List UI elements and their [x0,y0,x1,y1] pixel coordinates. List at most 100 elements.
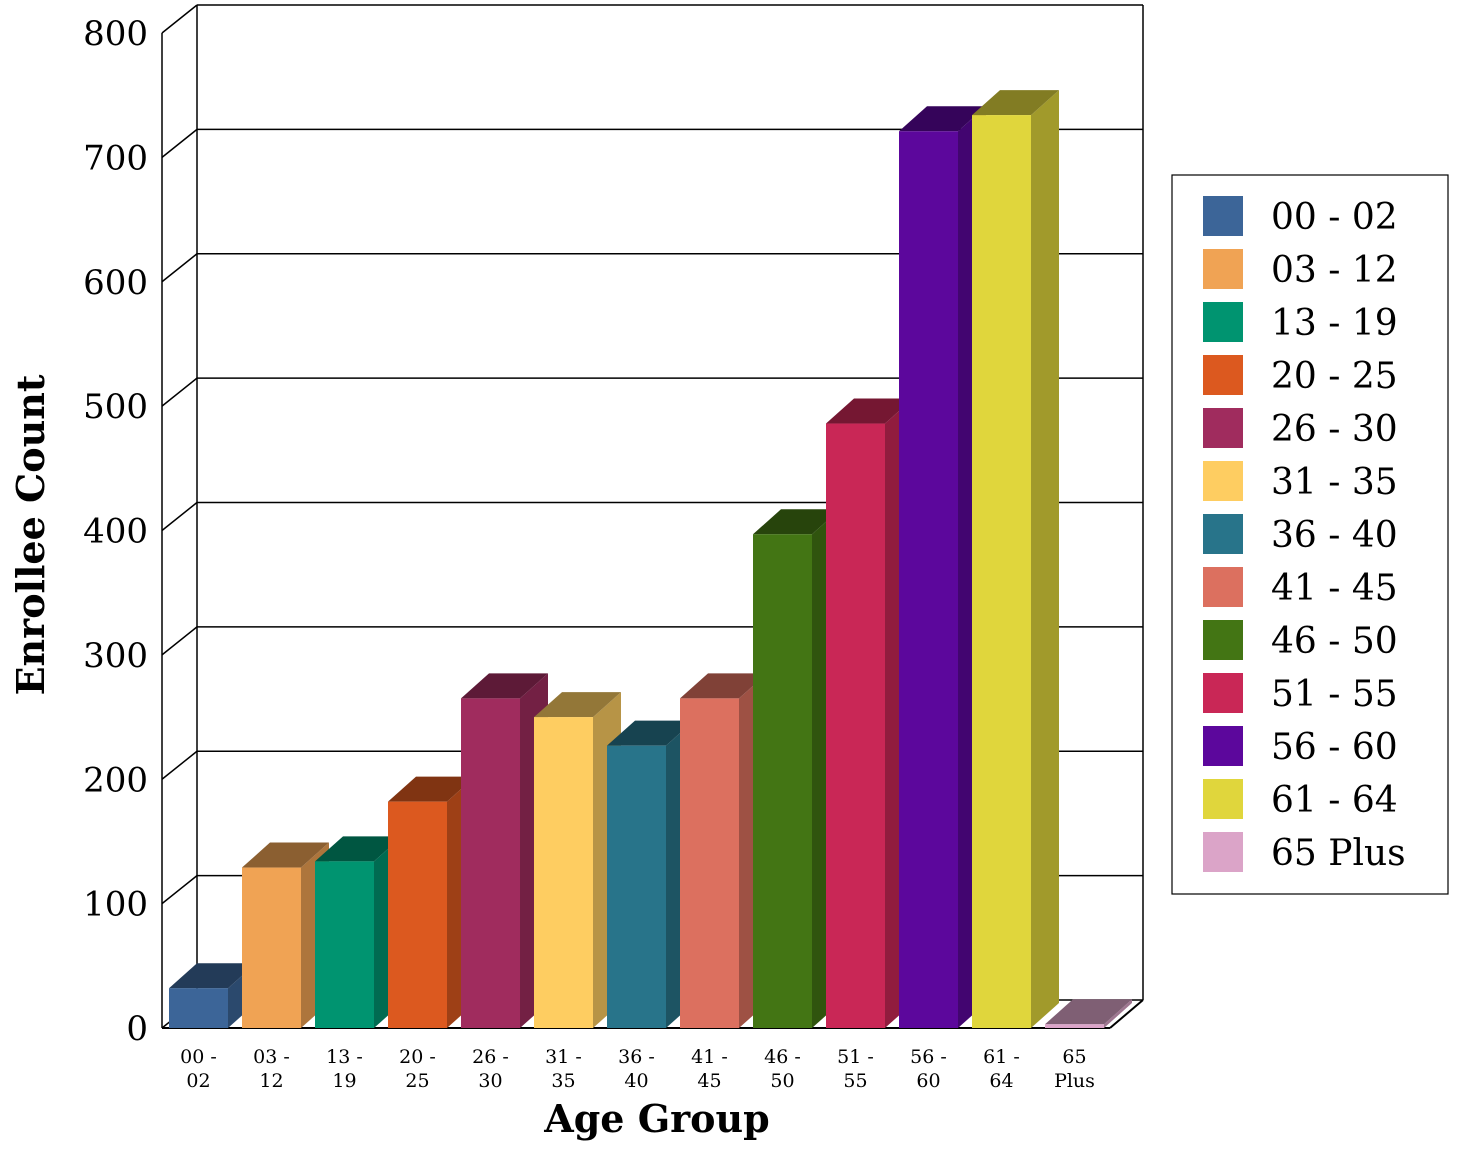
y-tick-label-200: 200 [83,760,148,800]
x-tick-line: 35 [551,1070,575,1092]
x-tick-line: 20 - [399,1046,436,1068]
bar-front [972,115,1031,1028]
bar-front [388,801,447,1028]
x-tick-label: 20 -25 [399,1046,436,1092]
bar-61-64 [972,90,1059,1028]
legend-swatch [1203,355,1243,395]
bar-top [169,963,256,989]
bar-top [1045,999,1132,1025]
legend-label: 46 - 50 [1271,621,1398,662]
legend-label: 00 - 02 [1271,197,1398,238]
gridline-diagonal-600 [161,253,198,283]
x-tick-label: 03 -12 [253,1046,290,1092]
legend-label: 20 - 25 [1271,356,1398,397]
x-axis-ticks: 00 -02 03 -12 13 -19 20 -25 26 -30 31 -35 36 -… [180,1046,1095,1092]
y-tick-label-600: 600 [83,263,148,303]
x-tick-line: 65 [1062,1046,1086,1068]
x-tick-line: 25 [405,1070,429,1092]
x-tick-line: 02 [186,1070,210,1092]
bar-top [315,836,402,862]
y-axis-ticks: 0 100 200 300 400 500 600 700 800 [83,14,148,1049]
x-tick-line: 55 [843,1070,867,1092]
legend-swatch [1203,408,1243,448]
legend-swatch [1203,726,1243,766]
y-tick-label-800: 800 [83,14,148,54]
y-tick-label-500: 500 [83,387,148,427]
bar-top [461,673,548,699]
legend-label: 56 - 60 [1271,727,1398,768]
gridline-diagonal-400 [161,501,198,532]
bar-front [753,534,812,1028]
bar-front [1045,1024,1104,1028]
gridline-diagonal-300 [161,626,198,656]
gridline-diagonal-800 [161,4,198,34]
bar-top [753,509,840,535]
x-tick-line: 03 - [253,1046,290,1068]
bar-top [899,106,986,132]
legend-label: 03 - 12 [1271,250,1398,291]
x-tick-line: 12 [259,1070,283,1092]
legend-label: 13 - 19 [1271,303,1398,344]
bar-front [169,988,228,1028]
y-tick-label-100: 100 [83,885,148,925]
x-tick-label: 51 -55 [837,1046,874,1092]
legend-swatch [1203,461,1243,501]
bar-side [1031,90,1059,1028]
y-tick-label-300: 300 [83,636,148,676]
x-tick-line: 36 - [618,1046,655,1068]
x-tick-label: 31 -35 [545,1046,582,1092]
x-tick-line: 31 - [545,1046,582,1068]
floor-right-edge [1109,999,1144,1029]
x-tick-line: 26 - [472,1046,509,1068]
bar-front [607,745,666,1028]
x-tick-label: 13 -19 [326,1046,363,1092]
legend-swatch [1203,779,1243,819]
bar-front [534,717,593,1028]
gridline-diagonal-100 [161,875,198,905]
x-tick-line: 64 [989,1070,1013,1092]
gridline-diagonal-200 [161,750,198,780]
legend-label: 51 - 55 [1271,674,1398,715]
x-tick-label: 56 -60 [910,1046,947,1092]
x-tick-line: 40 [624,1070,648,1092]
x-tick-line: 56 - [910,1046,947,1068]
bar-front [899,131,958,1029]
legend-swatch [1203,196,1243,236]
x-tick-line: 50 [770,1070,794,1092]
legend-swatch [1203,620,1243,660]
legend: 00 - 02 03 - 12 13 - 19 20 - 25 26 - 30 31 - … [1171,174,1449,895]
x-tick-line: 46 - [764,1046,801,1068]
x-tick-line: 19 [332,1070,356,1092]
bar-top [826,398,913,424]
y-tick-label-700: 700 [83,138,148,178]
x-tick-label: 00 -02 [180,1046,217,1092]
x-tick-label: 65 Plus [1054,1046,1095,1092]
bar-front [826,423,885,1029]
bars-layer [169,90,1132,1029]
legend-swatch [1203,514,1243,554]
x-tick-line: 51 - [837,1046,874,1068]
bar-top [680,673,767,699]
legend-swatch [1203,249,1243,289]
bar-top [242,842,329,868]
legend-swatch [1203,567,1243,607]
legend-label: 31 - 35 [1271,462,1398,503]
x-tick-line: 61 - [983,1046,1020,1068]
x-tick-label: 41 -45 [691,1046,728,1092]
x-tick-label: 36 -40 [618,1046,655,1092]
bar-front [680,698,739,1028]
bar-65Plus [1045,999,1132,1028]
legend-label: 36 - 40 [1271,515,1398,556]
x-tick-line: Plus [1054,1070,1095,1092]
x-axis-title: Age Group [543,1096,769,1141]
x-tick-line: 41 - [691,1046,728,1068]
bar-top [607,720,694,746]
x-tick-line: 00 - [180,1046,217,1068]
bar-top [534,692,621,718]
legend-label: 61 - 64 [1271,780,1398,821]
legend-swatch [1203,832,1243,872]
x-tick-label: 46 -50 [764,1046,801,1092]
bar-front [315,861,374,1028]
